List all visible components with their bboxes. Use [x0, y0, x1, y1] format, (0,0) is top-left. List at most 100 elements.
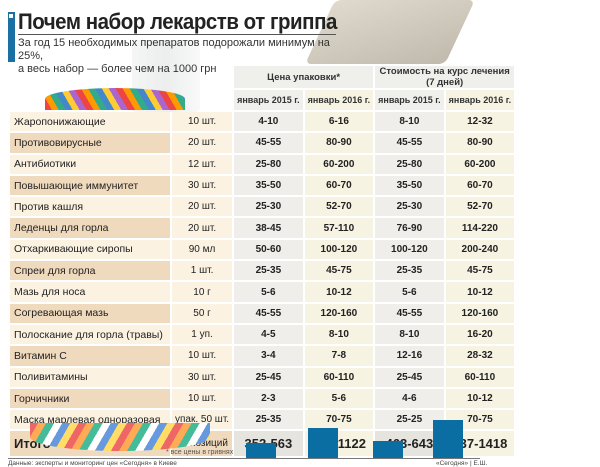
title-divider [18, 34, 336, 35]
baseline [8, 458, 480, 459]
course-2015: 25-80 [375, 154, 444, 174]
course-2015: 76-90 [375, 218, 444, 238]
credit: «Сегодня» | Е.Ш. [436, 460, 488, 467]
header-course-cost: Стоимость на курс лечения (7 дней) [375, 66, 515, 88]
quantity: 10 шт. [172, 112, 233, 132]
course-2015: 25-35 [375, 261, 444, 281]
course-2015: 45-55 [375, 303, 444, 323]
price-2015: 3-4 [234, 346, 303, 366]
price-2016: 80-90 [304, 133, 374, 153]
course-2015: 12-16 [375, 346, 444, 366]
course-2015: 45-55 [375, 133, 444, 153]
course-2016: 10-12 [445, 388, 515, 409]
quantity: 1 шт. [172, 261, 233, 281]
drug-name: Витамин С [10, 346, 170, 366]
price-2016: 8-10 [304, 324, 374, 345]
course-2016: 16-20 [445, 324, 515, 345]
drug-name: Антибиотики [10, 154, 170, 174]
drug-name: Спреи для горла [10, 261, 170, 281]
course-2015: 25-30 [375, 197, 444, 217]
table-row: Антибиотики 12 шт. 25-80 60-200 25-80 60-200 [10, 154, 515, 174]
price-2016: 45-75 [304, 261, 374, 281]
table-row: Поливитамины 30 шт. 25-45 60-110 25-45 60-110 [10, 367, 515, 387]
course-2016: 120-160 [445, 303, 515, 323]
price-2015: 25-30 [234, 197, 303, 217]
course-2016: 200-240 [445, 239, 515, 260]
price-2015: 5-6 [234, 282, 303, 302]
source-note: Данные: эксперты и мониторинг цен «Сегод… [8, 460, 177, 467]
table-row: Полоскание для горла (травы) 1 уп. 4-5 8-10… [10, 324, 515, 345]
header-jan2016: январь 2016 г. [445, 90, 515, 110]
drug-name: Согревающая мазь [10, 303, 170, 323]
table-row: Жаропонижающие 10 шт. 4-10 6-16 8-10 12-32 [10, 112, 515, 132]
course-2016: 52-70 [445, 197, 515, 217]
price-2016: 52-70 [304, 197, 374, 217]
subtitle: За год 15 необходимых препаратов подорож… [18, 37, 348, 76]
quantity: 20 шт. [172, 218, 233, 238]
course-2016: 28-32 [445, 346, 515, 366]
drug-name: Повышающие иммунитет [10, 175, 170, 196]
price-2016: 60-70 [304, 175, 374, 196]
price-2015: 25-35 [234, 410, 303, 430]
header-pack-price: Цена упаковки* [234, 66, 374, 88]
course-2015: 8-10 [375, 324, 444, 345]
price-2015: 35-50 [234, 175, 303, 196]
price-2015: 25-45 [234, 367, 303, 387]
total-bar [246, 442, 276, 458]
price-2016: 100-120 [304, 239, 374, 260]
table-row: Противовирусные 20 шт. 45-55 80-90 45-55 80-9… [10, 133, 515, 153]
footnote: * все цены в гривнях [166, 449, 234, 456]
quantity: 50 г [172, 303, 233, 323]
quantity: 30 шт. [172, 175, 233, 196]
course-2015: 8-10 [375, 112, 444, 132]
price-2016: 60-110 [304, 367, 374, 387]
quantity: 10 г [172, 282, 233, 302]
price-2015: 50-60 [234, 239, 303, 260]
quantity: 10 шт. [172, 346, 233, 366]
header-jan2015: январь 2015 г. [234, 90, 303, 110]
quantity: 12 шт. [172, 154, 233, 174]
price-2016: 57-110 [304, 218, 374, 238]
drug-name: Полоскание для горла (травы) [10, 324, 170, 345]
table-row: Отхаркивающие сиропы 90 мл 50-60 100-120 100… [10, 239, 515, 260]
drug-name: Отхаркивающие сиропы [10, 239, 170, 260]
course-2016: 80-90 [445, 133, 515, 153]
course-2016: 45-75 [445, 261, 515, 281]
table-row: Против кашля 20 шт. 25-30 52-70 25-30 52-70 [10, 197, 515, 217]
course-2016: 10-12 [445, 282, 515, 302]
table-row: Спреи для горла 1 шт. 25-35 45-75 25-35 45-75 [10, 261, 515, 281]
total-bar [308, 427, 338, 458]
price-2015: 45-55 [234, 133, 303, 153]
course-2015: 5-6 [375, 282, 444, 302]
price-2016: 6-16 [304, 112, 374, 132]
price-2016: 120-160 [304, 303, 374, 323]
drug-name: Жаропонижающие [10, 112, 170, 132]
quantity: 1 уп. [172, 324, 233, 345]
drug-name: Противовирусные [10, 133, 170, 153]
pills-image [45, 88, 185, 110]
quantity: 10 шт. [172, 388, 233, 409]
price-2016: 70-75 [304, 410, 374, 430]
table-row: Повышающие иммунитет 30 шт. 35-50 60-70 35-5… [10, 175, 515, 196]
drug-name: Поливитамины [10, 367, 170, 387]
drug-name: Против кашля [10, 197, 170, 217]
drug-name: Леденцы для горла [10, 218, 170, 238]
table-row: Горчичники 10 шт. 2-3 5-6 4-6 10-12 [10, 388, 515, 409]
course-2015: 35-50 [375, 175, 444, 196]
total-bar [373, 440, 403, 458]
header-jan2016: январь 2016 г. [304, 90, 374, 110]
price-2015: 4-5 [234, 324, 303, 345]
price-2015: 38-45 [234, 218, 303, 238]
course-2015: 100-120 [375, 239, 444, 260]
quantity: 30 шт. [172, 367, 233, 387]
course-2016: 60-200 [445, 154, 515, 174]
price-2016: 7-8 [304, 346, 374, 366]
course-2016: 12-32 [445, 112, 515, 132]
table-row: Мазь для носа 10 г 5-6 10-12 5-6 10-12 [10, 282, 515, 302]
price-2016: 10-12 [304, 282, 374, 302]
page-title: Почем набор лекарств от гриппа [18, 9, 337, 34]
table-row: Леденцы для горла 20 шт. 38-45 57-110 76-90 1… [10, 218, 515, 238]
course-2015: 25-25 [375, 410, 444, 430]
price-2015: 25-80 [234, 154, 303, 174]
subtitle-line: За год 15 необходимых препаратов подорож… [18, 37, 330, 62]
